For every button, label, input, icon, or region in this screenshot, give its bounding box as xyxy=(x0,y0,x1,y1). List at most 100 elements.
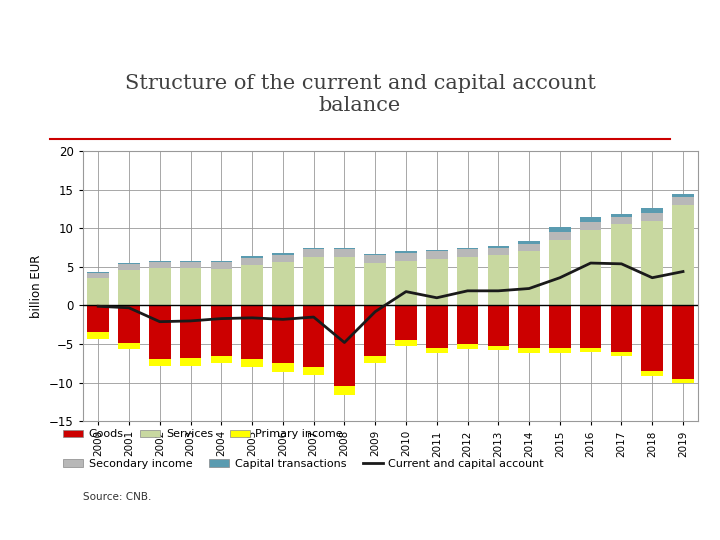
Bar xyxy=(333,387,355,395)
Bar xyxy=(642,306,663,371)
Bar xyxy=(210,262,232,269)
Bar xyxy=(487,306,509,346)
Bar xyxy=(149,306,171,360)
Bar xyxy=(210,269,232,306)
Bar xyxy=(87,333,109,339)
Bar xyxy=(118,263,140,264)
Bar xyxy=(611,352,632,356)
Bar xyxy=(549,232,571,240)
Bar xyxy=(549,306,571,348)
Bar xyxy=(395,252,417,253)
Bar xyxy=(518,252,540,306)
Bar xyxy=(642,371,663,376)
Bar xyxy=(272,363,294,372)
Bar xyxy=(672,194,694,198)
Bar xyxy=(210,261,232,262)
Bar xyxy=(241,258,263,265)
Bar xyxy=(333,306,355,387)
Bar xyxy=(518,241,540,244)
Bar xyxy=(672,198,694,205)
Bar xyxy=(549,348,571,353)
Text: Structure of the current and capital account
balance: Structure of the current and capital acc… xyxy=(125,74,595,115)
Bar xyxy=(672,379,694,383)
Bar xyxy=(549,227,571,232)
Bar xyxy=(118,264,140,270)
Bar xyxy=(241,256,263,258)
Bar xyxy=(303,257,325,306)
Bar xyxy=(210,306,232,356)
Bar xyxy=(518,244,540,252)
Bar xyxy=(180,358,202,366)
Bar xyxy=(456,249,478,257)
Bar xyxy=(549,240,571,306)
Bar xyxy=(364,306,386,356)
Bar xyxy=(87,279,109,306)
Bar xyxy=(395,340,417,346)
Bar xyxy=(395,261,417,306)
Bar xyxy=(580,217,601,222)
Bar xyxy=(580,306,601,348)
Bar xyxy=(456,344,478,349)
Bar xyxy=(180,306,202,358)
Bar xyxy=(580,222,601,230)
Bar xyxy=(426,348,448,353)
Bar xyxy=(642,221,663,306)
Bar xyxy=(611,214,632,217)
Bar xyxy=(364,263,386,306)
Bar xyxy=(149,360,171,367)
Bar xyxy=(426,259,448,306)
Bar xyxy=(456,257,478,306)
Bar xyxy=(303,249,325,257)
Y-axis label: billion EUR: billion EUR xyxy=(30,254,43,318)
Bar xyxy=(149,261,171,268)
Bar xyxy=(672,306,694,379)
Bar xyxy=(580,230,601,306)
Bar xyxy=(333,249,355,257)
Bar xyxy=(303,367,325,375)
Bar xyxy=(87,306,109,333)
Bar xyxy=(487,248,509,255)
Bar xyxy=(487,255,509,306)
Bar xyxy=(611,217,632,225)
Bar xyxy=(364,356,386,363)
Bar xyxy=(364,254,386,255)
Bar xyxy=(518,306,540,348)
Bar xyxy=(426,252,448,259)
Bar xyxy=(456,248,478,249)
Bar xyxy=(395,306,417,340)
Bar xyxy=(180,261,202,268)
Text: Source: CNB.: Source: CNB. xyxy=(83,492,151,502)
Bar xyxy=(611,306,632,352)
Bar xyxy=(241,306,263,360)
Bar xyxy=(487,246,509,248)
Bar xyxy=(672,205,694,306)
Bar xyxy=(118,342,140,349)
Bar xyxy=(241,265,263,306)
Bar xyxy=(487,346,509,350)
Bar xyxy=(456,306,478,344)
Bar xyxy=(395,253,417,261)
Bar xyxy=(149,268,171,306)
Bar xyxy=(180,268,202,306)
Bar xyxy=(333,257,355,306)
Bar xyxy=(241,360,263,367)
Bar xyxy=(580,348,601,352)
Bar xyxy=(210,356,232,363)
Bar xyxy=(303,306,325,367)
Bar xyxy=(272,253,294,254)
Bar xyxy=(611,225,632,306)
Bar xyxy=(118,306,140,342)
Bar xyxy=(272,262,294,306)
Bar xyxy=(87,272,109,273)
Bar xyxy=(426,306,448,348)
Text: CROATIAN NATIONAL BANK: CROATIAN NATIONAL BANK xyxy=(265,517,455,530)
Bar xyxy=(518,348,540,353)
Bar xyxy=(87,273,109,279)
Bar xyxy=(642,213,663,221)
Bar xyxy=(118,270,140,306)
Bar xyxy=(272,254,294,262)
Bar xyxy=(333,248,355,249)
Bar xyxy=(303,248,325,249)
Bar xyxy=(426,250,448,252)
Legend: Secondary income, Capital transactions, Current and capital account: Secondary income, Capital transactions, … xyxy=(63,459,544,469)
